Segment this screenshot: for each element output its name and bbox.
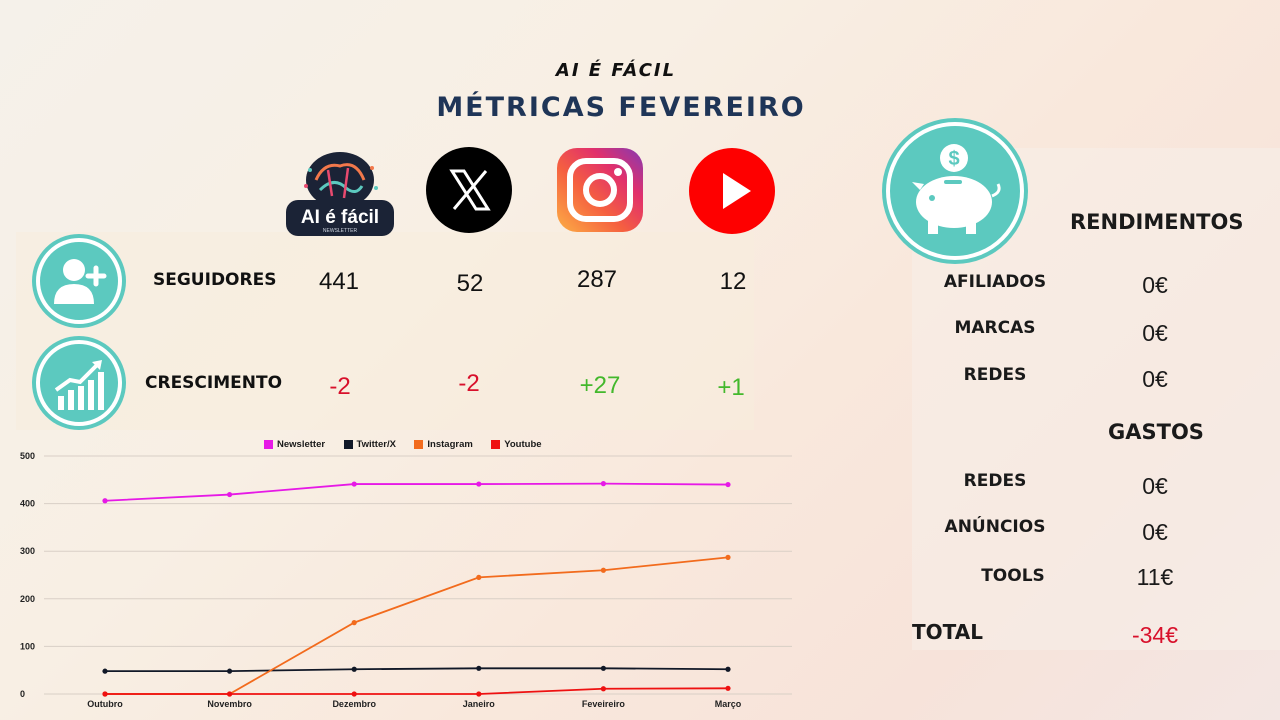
followers-newsletter: 441 <box>318 268 360 295</box>
expense-value-2: 11€ <box>1136 564 1174 590</box>
newsletter-logo: AI é fácil NEWSLETTER <box>286 140 394 238</box>
x-icon <box>449 169 491 211</box>
followers-label: SEGUIDORES <box>153 270 277 290</box>
camera-icon <box>583 173 617 207</box>
instagram-logo <box>556 147 644 233</box>
expense-label-2: TOOLS <box>981 566 1045 586</box>
income-label-1: MARCAS <box>954 318 1036 338</box>
total-label: TOTAL <box>912 620 983 644</box>
data-point <box>600 686 607 692</box>
newsletter-logo-text: AI é fácil <box>301 207 379 228</box>
data-point <box>476 481 482 487</box>
series-line <box>105 687 729 695</box>
series-line <box>105 667 729 673</box>
followers-badge <box>36 238 122 324</box>
data-point <box>725 685 731 691</box>
x-tick-label: Março <box>715 699 742 709</box>
legend-swatch <box>264 440 273 449</box>
growth-badge <box>36 340 122 426</box>
followers-instagram: 287 <box>576 266 618 293</box>
legend-swatch <box>491 440 501 449</box>
expenses-title: GASTOS <box>1108 420 1204 444</box>
play-icon <box>723 173 751 209</box>
legend-item-youtube: Youtube <box>491 439 542 450</box>
data-point <box>725 554 731 560</box>
data-point <box>351 691 357 697</box>
data-point <box>227 491 233 498</box>
income-value-1: 0€ <box>1142 320 1168 346</box>
youtube-logo <box>688 147 776 235</box>
x-logo <box>426 147 512 233</box>
data-point <box>227 691 233 697</box>
data-point <box>351 666 357 672</box>
data-point <box>476 691 482 697</box>
add-user-icon <box>54 259 107 304</box>
legend-item-instagram: Instagram <box>414 439 473 450</box>
metrics-panel <box>16 232 754 430</box>
piggy-bank-badge: $ <box>886 122 1024 260</box>
legend-label: Instagram <box>427 439 473 450</box>
data-point <box>351 620 357 626</box>
data-point <box>600 481 607 487</box>
growth-label: CRESCIMENTO <box>145 373 283 393</box>
chart-legend: Newsletter Twitter/X Instagram Youtube <box>264 436 556 454</box>
expense-label-1: ANÚNCIOS <box>944 517 1046 537</box>
data-point <box>725 481 731 488</box>
x-tick-label: Janeiro <box>463 699 496 709</box>
income-value-0: 0€ <box>1142 272 1168 298</box>
piggy-bank-icon: $ <box>912 144 1001 234</box>
legend-label: Twitter/X <box>356 439 396 450</box>
legend-swatch <box>343 440 353 449</box>
y-tick-label: 400 <box>20 499 35 509</box>
growth-youtube: +1 <box>717 374 745 401</box>
legend-label: Youtube <box>504 439 542 450</box>
x-tick-label: Dezembro <box>332 699 376 709</box>
legend-item-newsletter: Newsletter <box>264 439 325 450</box>
data-point <box>600 665 607 671</box>
income-label-0: AFILIADOS <box>943 272 1047 292</box>
newsletter-logo-subtext: NEWSLETTER <box>323 228 358 234</box>
y-tick-label: 100 <box>20 641 35 651</box>
y-tick-label: 500 <box>20 451 35 461</box>
followers-youtube: 12 <box>719 268 747 295</box>
expense-value-1: 0€ <box>1142 519 1168 545</box>
y-tick-label: 0 <box>20 689 25 699</box>
x-tick-label: Novembro <box>207 699 252 709</box>
svg-text:$: $ <box>948 148 959 170</box>
followers-twitter: 52 <box>456 270 484 297</box>
y-tick-label: 300 <box>20 546 35 556</box>
y-tick-label: 200 <box>20 594 35 604</box>
income-value-2: 0€ <box>1142 366 1168 392</box>
expense-label-0: REDES <box>963 471 1027 491</box>
data-point <box>476 574 482 580</box>
income-label-2: REDES <box>963 365 1027 385</box>
data-point <box>600 567 607 573</box>
page-subtitle: AI É FÁCIL <box>555 60 677 81</box>
income-title: RENDIMENTOS <box>1070 210 1244 234</box>
data-point <box>351 481 357 487</box>
data-point <box>725 666 731 672</box>
data-point <box>102 498 108 504</box>
growth-chart-icon <box>54 360 104 410</box>
data-point <box>102 668 108 674</box>
data-point <box>227 668 233 674</box>
growth-instagram: +27 <box>579 372 621 399</box>
x-tick-label: Outubro <box>87 699 123 709</box>
data-point <box>102 691 108 697</box>
growth-newsletter: -2 <box>329 373 351 400</box>
data-point <box>476 665 482 671</box>
followers-line-chart: 0 100 200 300 400 500 Outubro Novembro Dezembro J… <box>20 451 792 709</box>
series-line <box>105 556 729 695</box>
series-line <box>104 482 729 502</box>
brain-icon <box>304 152 378 208</box>
expense-value-0: 0€ <box>1142 473 1168 499</box>
x-tick-label: Feveireiro <box>582 699 626 709</box>
legend-label: Newsletter <box>277 439 326 450</box>
page-title: MÉTRICAS FEVEREIRO <box>436 92 806 123</box>
legend-item-twitter: Twitter/X <box>343 439 396 450</box>
legend-swatch <box>414 440 424 449</box>
total-value: -34€ <box>1131 622 1179 648</box>
growth-twitter: -2 <box>458 370 480 397</box>
